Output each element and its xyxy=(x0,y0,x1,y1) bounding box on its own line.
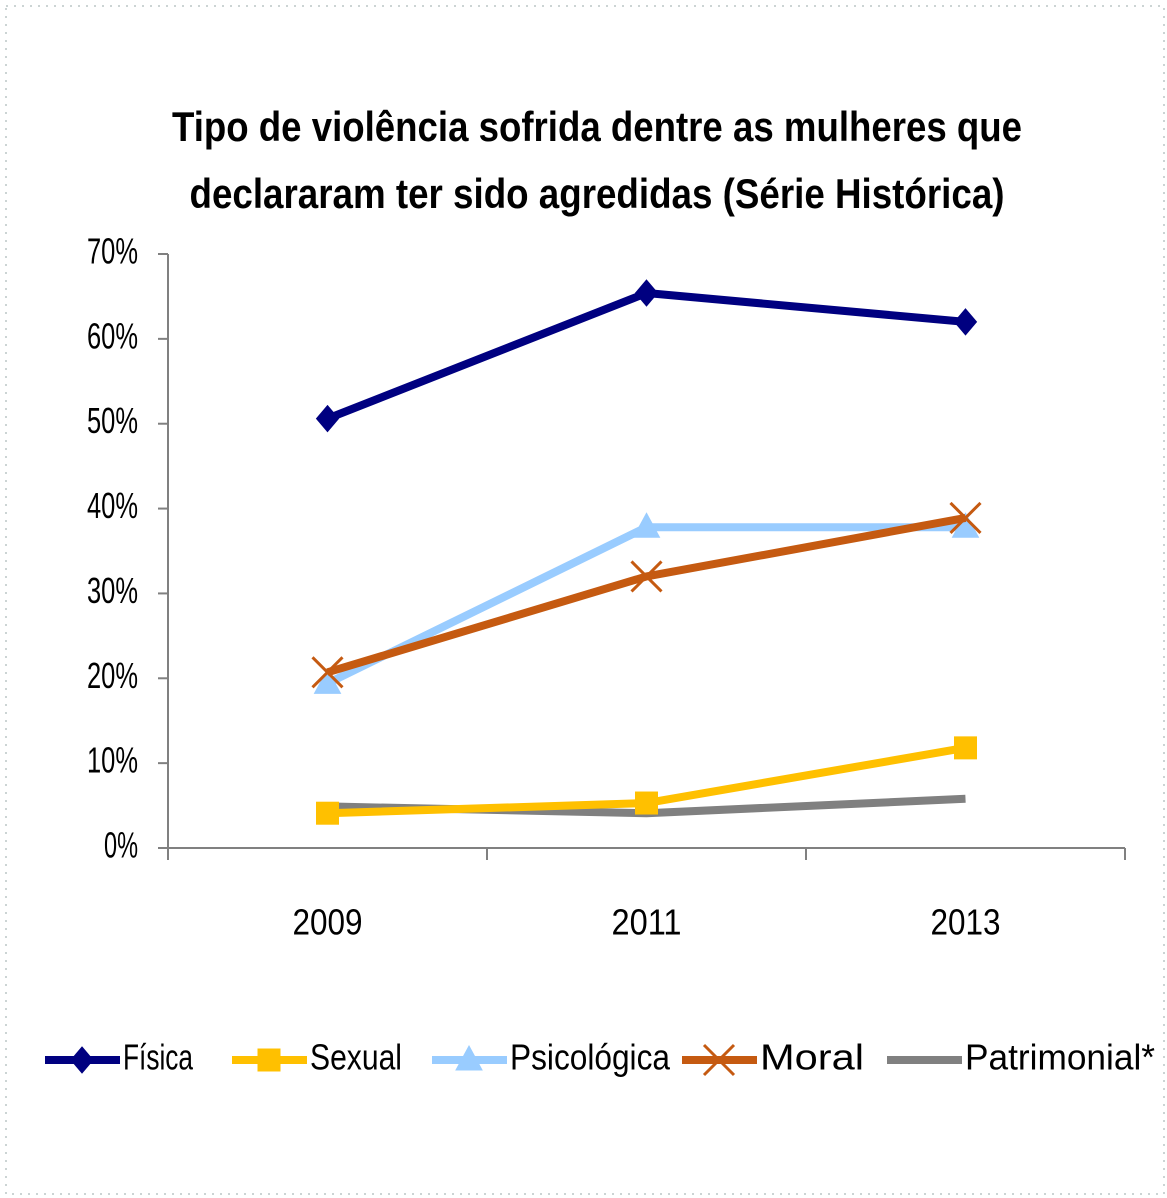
y-tick-label: 50% xyxy=(87,400,138,441)
series-line xyxy=(325,523,966,687)
legend-label: Moral xyxy=(760,1037,864,1078)
chart-title: Tipo de violência sofrida dentre as mulh… xyxy=(172,103,1022,150)
marker xyxy=(632,512,661,538)
series-line xyxy=(326,289,966,423)
legend-label: Física xyxy=(123,1037,194,1078)
x-tick-label: 2009 xyxy=(293,902,363,943)
marker xyxy=(70,1046,94,1074)
y-tick-label: 0% xyxy=(104,825,138,866)
x-tick-label: 2011 xyxy=(612,902,682,943)
legend-item: Patrimonial* xyxy=(887,1037,1155,1078)
marker xyxy=(257,1048,281,1072)
marker xyxy=(630,560,663,593)
marker xyxy=(635,791,658,815)
legend-label: Psicológica xyxy=(510,1037,671,1078)
frame xyxy=(5,5,1165,1195)
legend-item: Moral xyxy=(682,1037,864,1078)
marker xyxy=(313,668,342,694)
legend-item: Psicológica xyxy=(432,1037,671,1078)
marker xyxy=(316,801,339,825)
marker xyxy=(953,308,978,336)
y-tick-label: 40% xyxy=(87,485,138,526)
legend-label: Sexual xyxy=(310,1037,402,1078)
chart-title: declararam ter sido agredidas (Série His… xyxy=(190,170,1005,217)
legend-label: Patrimonial* xyxy=(965,1037,1155,1078)
y-tick-label: 10% xyxy=(87,740,138,781)
legend-item: Física xyxy=(45,1037,194,1078)
marker xyxy=(702,1043,736,1077)
marker xyxy=(954,736,977,760)
y-tick-label: 30% xyxy=(87,570,138,611)
marker xyxy=(455,1044,483,1071)
y-tick-label: 60% xyxy=(87,315,138,356)
y-tick-label: 70% xyxy=(87,231,138,272)
legend-item: Sexual xyxy=(232,1037,402,1078)
x-tick-label: 2013 xyxy=(931,902,1001,943)
marker xyxy=(311,656,344,689)
marker xyxy=(315,404,340,433)
marker xyxy=(634,279,659,307)
y-tick-label: 20% xyxy=(87,655,138,696)
series-line xyxy=(326,513,967,677)
marker xyxy=(949,501,982,534)
